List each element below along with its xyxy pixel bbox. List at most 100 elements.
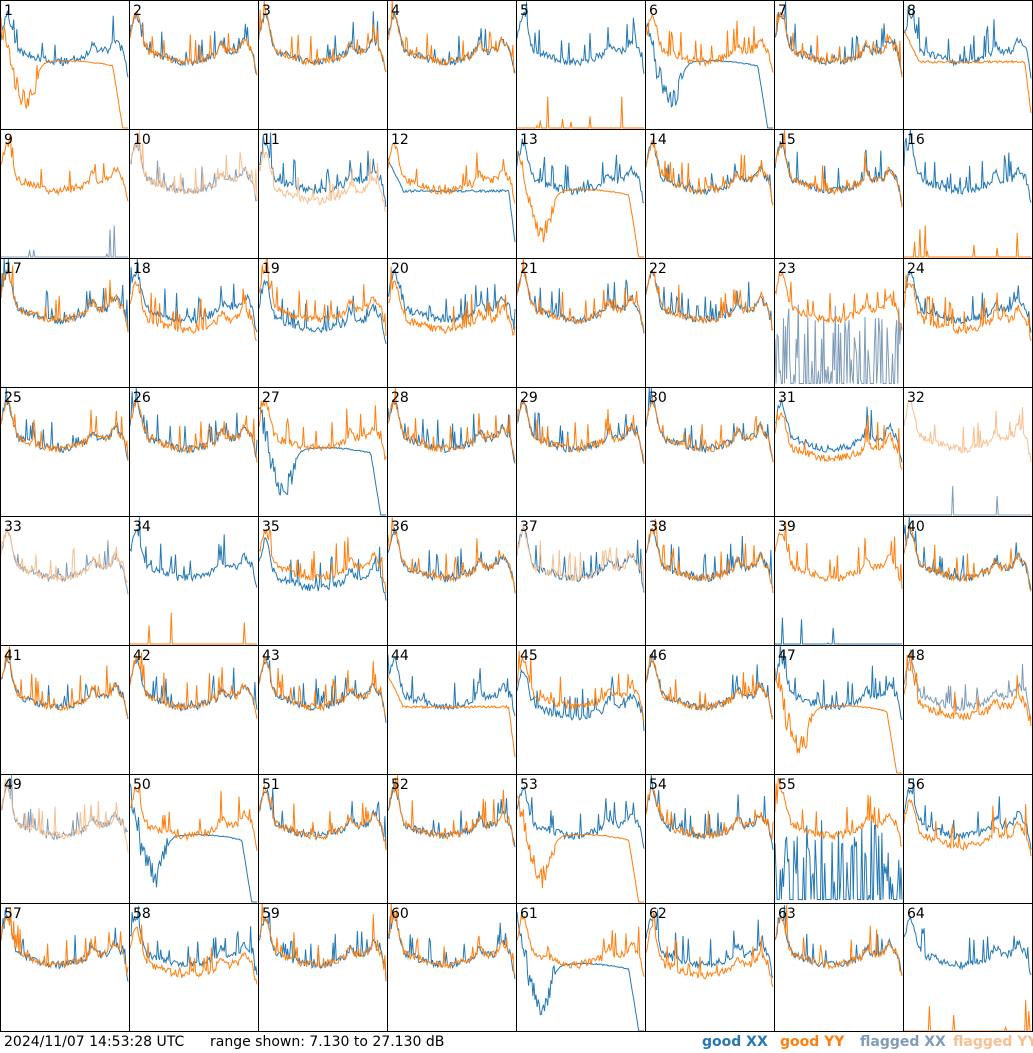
panel-60: 60 bbox=[387, 903, 516, 979]
series-yy-35 bbox=[258, 529, 387, 593]
series-yy-6 bbox=[645, 13, 774, 73]
panel-label-12: 12 bbox=[391, 132, 409, 148]
series-yy-54 bbox=[645, 786, 774, 841]
panel-label-64: 64 bbox=[907, 906, 925, 922]
series-xx-44 bbox=[387, 654, 516, 717]
panel-51: 51 bbox=[258, 777, 387, 851]
series-yy-3 bbox=[258, 0, 387, 73]
footer: 2024/11/07 14:53:28 UTC range shown: 7.1… bbox=[0, 1032, 1033, 1053]
series-xx-47 bbox=[774, 645, 903, 721]
series-xx-14 bbox=[645, 142, 774, 204]
panel-label-55: 55 bbox=[778, 777, 796, 793]
series-yy-57 bbox=[0, 907, 129, 975]
panel-label-11: 11 bbox=[262, 132, 280, 148]
panel-4: 4 bbox=[387, 0, 516, 74]
series-yy-18 bbox=[129, 280, 258, 341]
series-xx-2 bbox=[129, 11, 258, 75]
panel-label-9: 9 bbox=[4, 132, 13, 148]
panel-28: 28 bbox=[387, 387, 516, 464]
panel-label-16: 16 bbox=[907, 132, 925, 148]
series-yy-11 bbox=[258, 147, 387, 213]
timestamp: 2024/11/07 14:53:28 UTC bbox=[4, 1034, 185, 1050]
series-yy-42 bbox=[129, 652, 258, 719]
panel-label-19: 19 bbox=[262, 261, 280, 277]
panel-57: 57 bbox=[0, 906, 129, 982]
panel-label-36: 36 bbox=[391, 519, 409, 535]
series-xx-43 bbox=[258, 657, 387, 723]
series-yy-9 bbox=[0, 136, 129, 202]
panel-3: 3 bbox=[258, 0, 387, 73]
panel-label-10: 10 bbox=[133, 132, 151, 148]
series-yy-47 bbox=[774, 668, 902, 774]
panel-55: 55 bbox=[774, 777, 903, 900]
series-yy-12 bbox=[387, 141, 516, 204]
panel-62: 62 bbox=[645, 906, 774, 988]
panel-label-59: 59 bbox=[262, 906, 280, 922]
panel-53: 53 bbox=[516, 777, 645, 903]
series-yy-44 bbox=[387, 675, 516, 758]
series-xx-58 bbox=[129, 906, 258, 976]
panel-label-61: 61 bbox=[520, 906, 538, 922]
series-yy-59 bbox=[258, 903, 387, 981]
series-xx-45 bbox=[516, 668, 645, 732]
series-xx-5 bbox=[516, 1, 645, 74]
panel-48: 48 bbox=[903, 648, 1032, 727]
panel-label-63: 63 bbox=[778, 906, 796, 922]
panel-44: 44 bbox=[387, 648, 516, 758]
series-yy-49 bbox=[0, 778, 129, 853]
panel-label-52: 52 bbox=[391, 777, 409, 793]
series-xx-39 bbox=[775, 617, 902, 645]
legend-good-xx: good XX bbox=[702, 1034, 768, 1050]
panel-label-49: 49 bbox=[4, 777, 22, 793]
series-yy-39 bbox=[774, 521, 903, 590]
panel-13: 13 bbox=[516, 132, 645, 258]
panel-22: 22 bbox=[645, 261, 774, 331]
panel-label-50: 50 bbox=[133, 777, 151, 793]
series-yy-34 bbox=[130, 612, 257, 645]
panel-25: 25 bbox=[0, 387, 129, 461]
panel-17: 17 bbox=[0, 258, 129, 333]
panel-36: 36 bbox=[387, 517, 516, 594]
panel-label-1: 1 bbox=[4, 3, 13, 19]
panel-label-37: 37 bbox=[520, 519, 538, 535]
panel-label-28: 28 bbox=[391, 390, 409, 406]
panel-12: 12 bbox=[387, 132, 516, 243]
series-yy-31 bbox=[774, 411, 903, 470]
series-yy-62 bbox=[645, 911, 774, 988]
series-yy-4 bbox=[387, 0, 516, 74]
series-yy-8 bbox=[903, 29, 1032, 114]
panel-2: 2 bbox=[129, 3, 258, 76]
panel-7: 7 bbox=[774, 0, 903, 78]
series-xx-16 bbox=[903, 129, 1032, 203]
panel-21: 21 bbox=[516, 258, 645, 334]
panel-label-60: 60 bbox=[391, 906, 409, 922]
series-yy-13 bbox=[516, 152, 644, 258]
panel-27: 27 bbox=[258, 390, 387, 516]
panel-label-54: 54 bbox=[649, 777, 667, 793]
series-xx-29 bbox=[516, 400, 645, 464]
series-yy-24 bbox=[903, 274, 1032, 342]
panel-label-17: 17 bbox=[4, 261, 22, 277]
panel-label-53: 53 bbox=[520, 777, 538, 793]
panel-label-13: 13 bbox=[520, 132, 538, 148]
series-yy-26 bbox=[129, 398, 258, 463]
panel-5: 5 bbox=[516, 1, 645, 129]
panel-61: 61 bbox=[516, 906, 645, 1032]
panel-label-33: 33 bbox=[4, 519, 22, 535]
series-yy-64 bbox=[904, 1000, 1031, 1032]
series-xx-8 bbox=[903, 6, 1032, 79]
panel-24: 24 bbox=[903, 261, 1032, 342]
series-yy-27 bbox=[258, 400, 387, 461]
series-yy-25 bbox=[0, 399, 129, 460]
series-xx-34 bbox=[129, 516, 258, 588]
panel-6: 6 bbox=[645, 3, 774, 129]
series-yy-19 bbox=[258, 258, 387, 337]
panel-20: 20 bbox=[387, 261, 516, 336]
panel-10: 10 bbox=[129, 129, 258, 202]
panel-label-26: 26 bbox=[133, 390, 151, 406]
series-xx-42 bbox=[129, 657, 258, 712]
panel-64: 64 bbox=[903, 906, 1032, 1032]
panel-29: 29 bbox=[516, 390, 645, 464]
panel-label-8: 8 bbox=[907, 3, 916, 19]
series-xx-12 bbox=[387, 157, 516, 243]
